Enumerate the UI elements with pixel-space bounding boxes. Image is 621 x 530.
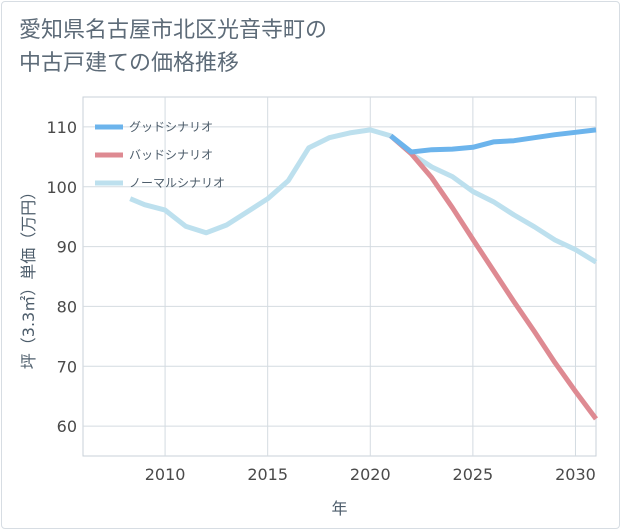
series-line-1 — [389, 127, 597, 155]
chart-title-line-1: 愛知県名古屋市北区光音寺町の — [19, 18, 328, 43]
chart-title: 愛知県名古屋市北区光音寺町の 中古戸建ての価格推移 — [19, 14, 439, 80]
series-line-2 — [389, 134, 599, 421]
x-axis-label: 年 — [331, 499, 347, 518]
plot-area — [82, 96, 597, 457]
y-axis-label: 坪（3.3㎡）単価（万円） — [19, 184, 38, 369]
x-tick-label: 2020 — [350, 465, 391, 484]
y-tick-label: 100 — [46, 178, 77, 197]
legend-label-1: グッドシナリオ — [129, 120, 213, 134]
series-line-3 — [129, 127, 598, 265]
x-tick-label: 2010 — [145, 465, 186, 484]
x-tick-label: 2025 — [453, 465, 494, 484]
legend-label-3: ノーマルシナリオ — [129, 176, 225, 190]
y-tick-label: 70 — [57, 357, 77, 376]
chart-title-line-2: 中古戸建ての価格推移 — [19, 51, 240, 76]
x-tick-label: 2030 — [555, 465, 596, 484]
x-tick-label: 2015 — [247, 465, 288, 484]
legend-label-2: バッドシナリオ — [129, 148, 213, 162]
y-tick-label: 80 — [57, 297, 77, 316]
y-tick-label: 110 — [46, 118, 77, 137]
y-tick-label: 60 — [57, 417, 77, 436]
y-tick-label: 90 — [57, 238, 77, 257]
